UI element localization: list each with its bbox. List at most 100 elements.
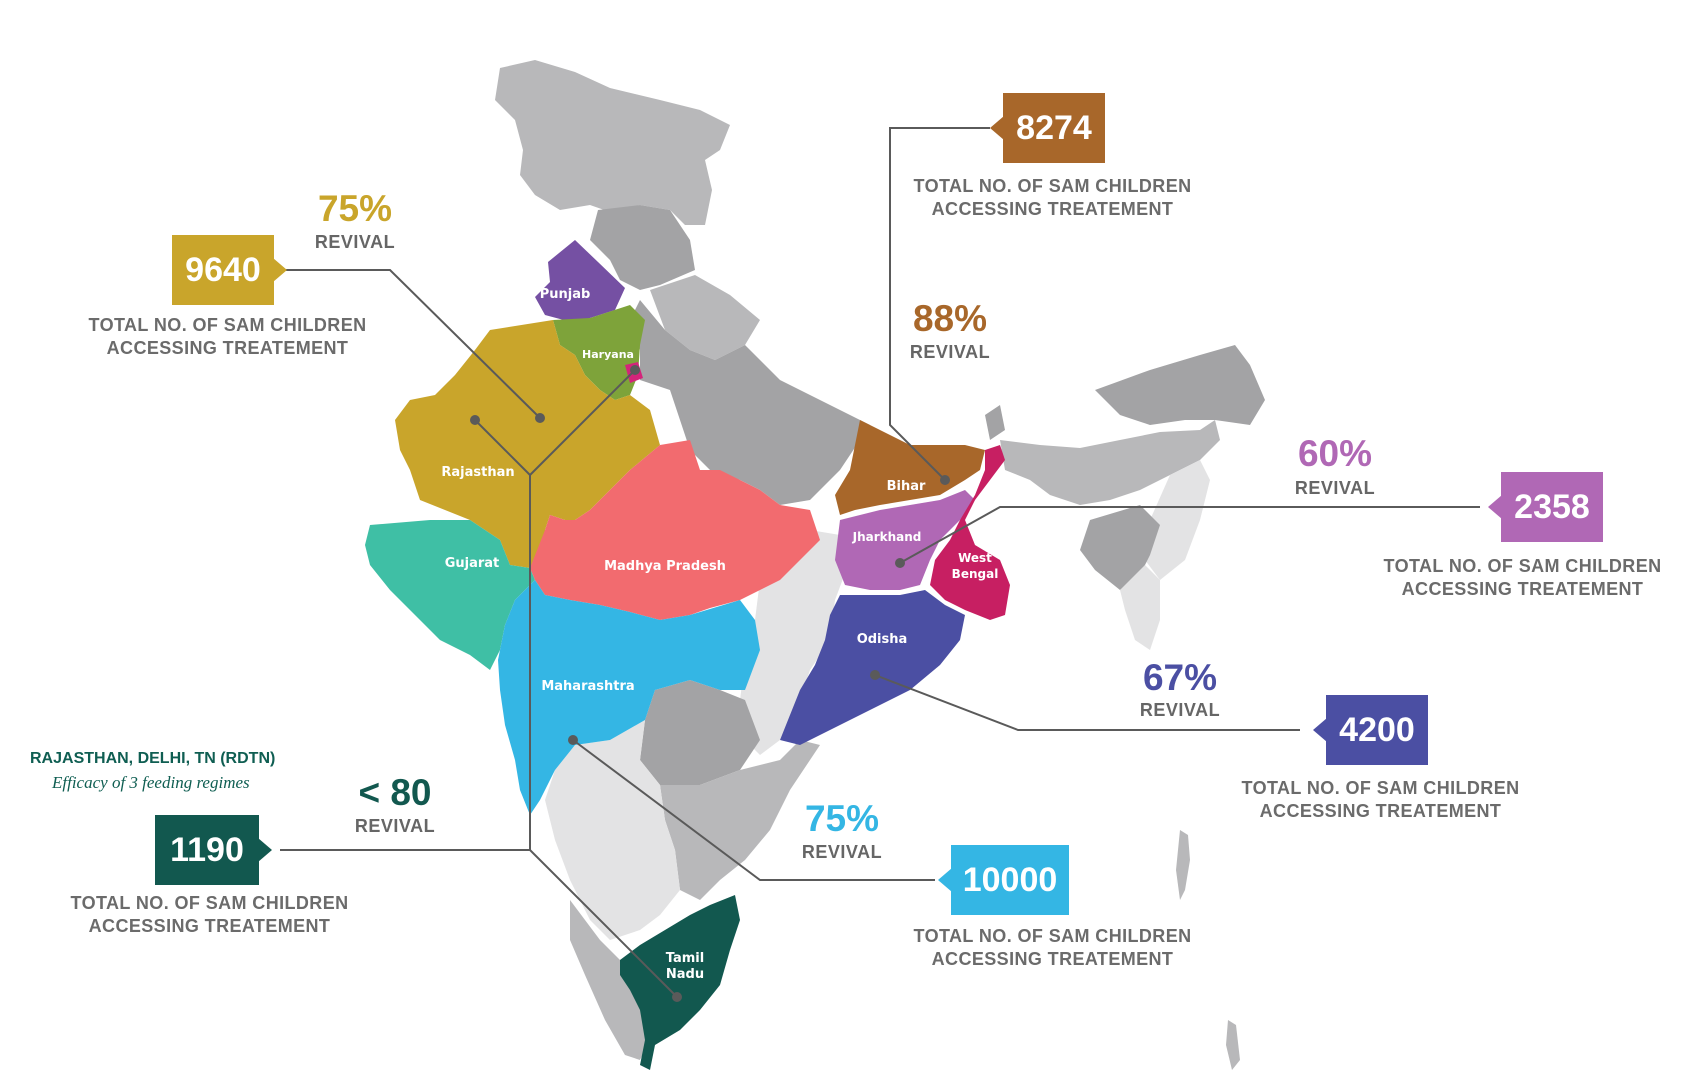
andaman-islands: [1176, 830, 1190, 900]
dot-rajasthan: [535, 413, 545, 423]
caption-line-2: ACCESSING TREATEMENT: [931, 949, 1174, 969]
haryana-shape: [553, 305, 645, 400]
bihar-caption: TOTAL NO. OF SAM CHILDREN ACCESSING TREA…: [895, 175, 1210, 221]
rajasthan-count-box: 9640: [172, 235, 274, 305]
madhya-pradesh-shape: [530, 440, 820, 620]
label-bihar: Bihar: [887, 479, 926, 494]
rdtn-subtitle: Efficacy of 3 feeding regimes: [52, 773, 250, 792]
connector-rdtn-tn: [280, 849, 678, 998]
pointer-odisha: [1313, 718, 1327, 742]
rdtn-title: RAJASTHAN, DELHI, TN (RDTN): [30, 750, 276, 767]
caption-line-1: TOTAL NO. OF SAM CHILDREN: [88, 315, 367, 335]
dot-rdtn-rajasthan: [470, 415, 480, 425]
connector-odisha: [874, 674, 1300, 731]
gujarat-shape: [365, 520, 535, 670]
sikkim-region: [985, 405, 1005, 440]
karnataka-region: [545, 720, 680, 940]
caption-line-1: TOTAL NO. OF SAM CHILDREN: [1241, 778, 1520, 798]
dot-bihar: [940, 475, 950, 485]
maharashtra-percent: 75%: [804, 798, 880, 839]
pointer-bihar: [990, 116, 1004, 140]
jharkhand-percent: 60%: [1297, 433, 1373, 474]
label-tamil-nadu-1: Tamil: [666, 951, 704, 966]
caption-line-2: ACCESSING TREATEMENT: [931, 199, 1174, 219]
punjab-shape: [535, 240, 625, 323]
connector-rdtn-rajasthan: [474, 419, 531, 476]
label-odisha: Odisha: [857, 632, 908, 647]
caption-line-2: ACCESSING TREATEMENT: [1259, 801, 1502, 821]
connector-rajasthan: [285, 269, 541, 419]
ne-arunachal-region: [1095, 345, 1265, 425]
connector-lines: [280, 127, 1480, 998]
caption-line-1: TOTAL NO. OF SAM CHILDREN: [70, 893, 349, 913]
connector-maharashtra: [572, 739, 935, 881]
rdtn-count-box: 1190: [155, 815, 259, 885]
tamil-nadu-shape: [620, 895, 740, 1070]
uttar-pradesh-region: [630, 300, 870, 505]
odisha-shape: [780, 590, 965, 745]
bihar-revival-label: REVIVAL: [909, 342, 991, 362]
jharkhand-count-box: 2358: [1501, 472, 1603, 542]
bihar-shape: [835, 420, 985, 515]
label-west-bengal-2: Bengal: [952, 567, 999, 581]
rajasthan-revival-label: REVIVAL: [314, 232, 396, 252]
dot-odisha: [870, 670, 880, 680]
dot-rdtn-tn: [672, 992, 682, 1002]
maharashtra-caption: TOTAL NO. OF SAM CHILDREN ACCESSING TREA…: [895, 925, 1210, 971]
odisha-revival-label: REVIVAL: [1139, 700, 1221, 720]
caption-line-1: TOTAL NO. OF SAM CHILDREN: [913, 176, 1192, 196]
bihar-percent: 88%: [912, 298, 988, 339]
rajasthan-percent: 75%: [317, 188, 393, 229]
maharashtra-count-box: 10000: [951, 845, 1069, 915]
label-jharkhand: Jharkhand: [852, 530, 922, 544]
rdtn-revival-label: REVIVAL: [354, 816, 436, 836]
connector-dots: [470, 365, 950, 1002]
jammu-kashmir-region: [495, 60, 730, 225]
bihar-count-box: 8274: [1003, 93, 1105, 163]
label-punjab: Punjab: [540, 287, 591, 302]
dot-rdtn-delhi: [630, 365, 640, 375]
rajasthan-shape: [395, 320, 660, 568]
maharashtra-revival-label: REVIVAL: [801, 842, 883, 862]
uttarakhand-region: [650, 275, 760, 360]
pointer-jharkhand: [1488, 495, 1502, 519]
nicobar-islands: [1226, 1020, 1240, 1070]
odisha-count-box: 4200: [1326, 695, 1428, 765]
kerala-region: [570, 900, 650, 1060]
connector-rdtn-delhi: [529, 369, 636, 476]
dot-maharashtra: [568, 735, 578, 745]
odisha-caption: TOTAL NO. OF SAM CHILDREN ACCESSING TREA…: [1223, 777, 1538, 823]
west-bengal-shape: [930, 445, 1010, 620]
connector-bihar: [889, 127, 990, 481]
caption-line-1: TOTAL NO. OF SAM CHILDREN: [1383, 556, 1662, 576]
ne-assam-region: [1000, 420, 1220, 505]
ne-mizoram-region: [1120, 565, 1160, 650]
jharkhand-shape: [835, 490, 975, 590]
dot-jharkhand: [895, 558, 905, 568]
ne-nagaland-manipur-region: [1145, 460, 1210, 580]
caption-line-2: ACCESSING TREATEMENT: [106, 338, 349, 358]
andhra-region: [660, 740, 820, 900]
jharkhand-caption: TOTAL NO. OF SAM CHILDREN ACCESSING TREA…: [1365, 555, 1680, 601]
label-rajasthan: Rajasthan: [441, 465, 514, 480]
rajasthan-caption: TOTAL NO. OF SAM CHILDREN ACCESSING TREA…: [70, 314, 385, 360]
callout-pointers: [258, 116, 1502, 892]
jharkhand-revival-label: REVIVAL: [1294, 478, 1376, 498]
odisha-percent: 67%: [1142, 657, 1218, 698]
state-labels: Punjab Haryana Rajasthan Gujarat Madhya …: [441, 287, 998, 982]
pointer-maharashtra: [938, 868, 952, 892]
rdtn-percent: < 80: [358, 772, 432, 813]
rdtn-caption: TOTAL NO. OF SAM CHILDREN ACCESSING TREA…: [52, 892, 367, 938]
label-gujarat: Gujarat: [445, 556, 500, 571]
maharashtra-shape: [498, 580, 760, 815]
label-haryana: Haryana: [582, 348, 634, 361]
label-west-bengal-1: West: [958, 551, 992, 565]
caption-line-1: TOTAL NO. OF SAM CHILDREN: [913, 926, 1192, 946]
grey-states: [495, 60, 1265, 1070]
connector-jharkhand: [899, 506, 1480, 564]
label-madhya-pradesh: Madhya Pradesh: [604, 559, 726, 574]
pointer-rdtn: [258, 838, 272, 862]
ne-meghalaya-tripura-region: [1080, 505, 1160, 590]
label-maharashtra: Maharashtra: [541, 679, 634, 694]
